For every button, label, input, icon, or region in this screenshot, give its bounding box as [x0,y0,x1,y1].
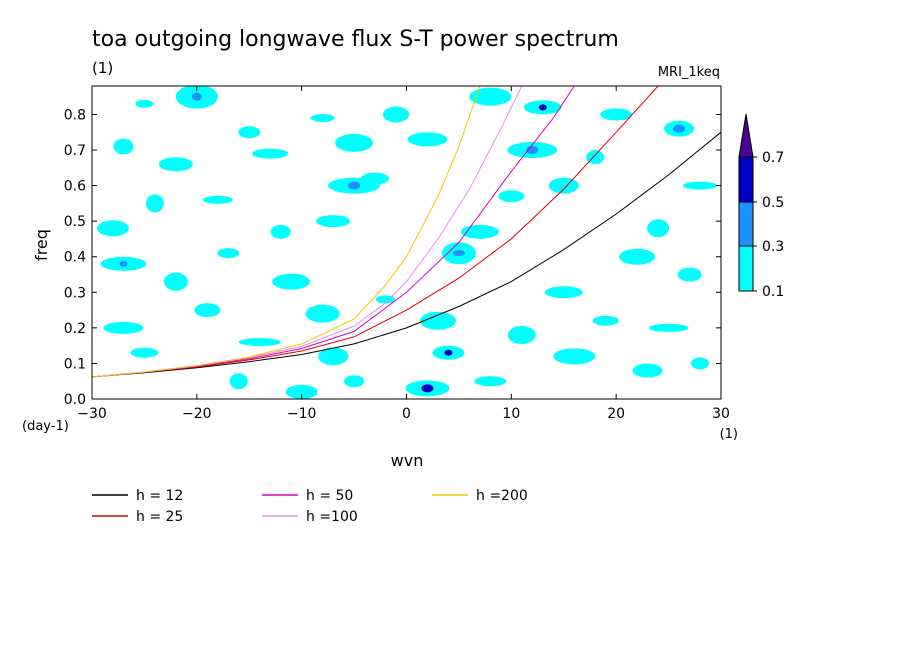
contour-blob-level-0.1 [548,177,579,194]
contour-blob-level-0.3 [452,250,465,257]
contour-blob-level-0.1 [217,248,240,259]
contour-blob-level-0.1 [553,348,596,365]
contour-blob-level-0.1 [691,357,710,370]
chart-subtitle: (1) [92,59,113,77]
colorbar-label: 0.5 [762,195,784,211]
contour-blob-level-0.1 [158,157,193,172]
curve-h25 [92,86,659,378]
y-axis-label: freq [32,229,51,261]
contour-blob-level-0.1 [305,304,340,323]
x-tick-label: 10 [502,406,520,422]
contour-blob-level-0.1 [145,194,164,213]
contour-blob-level-0.1 [310,114,335,123]
colorbar-segment [738,201,754,247]
contour-shading [96,86,718,399]
legend-label: h =200 [476,488,528,504]
y-unit-label: (day-1) [22,419,69,434]
colorbar: 0.1 0.3 0.5 0.7 [738,113,784,300]
legend: h = 12 h = 25 h = 50 h =100 h =200 [92,488,528,525]
contour-blob-level-0.1 [285,384,318,399]
contour-blob-level-0.3 [191,92,202,101]
x-unit-label: (1) [720,427,738,442]
dispersion-curves [92,86,721,378]
plot-area [92,86,721,399]
contour-blob-level-0.1 [407,132,448,147]
axis-ticks: −30 −20 −10 0 10 20 30 0.0 0.1 0.2 0.3 0.4 0.5 0.6 0.7… [64,86,730,422]
model-label: MRI_1keq [658,65,720,80]
contour-blob-level-0.3 [119,260,128,267]
contour-blob-level-0.1 [344,375,365,388]
contour-blob-level-0.1 [619,248,656,265]
colorbar-label: 0.1 [762,284,784,300]
chart-title: toa outgoing longwave flux S-T power spe… [92,27,619,52]
contour-blob-level-0.1 [252,148,289,159]
colorbar-label: 0.3 [762,239,784,255]
contour-blob-level-0.1 [163,272,188,291]
x-tick-label: −30 [77,406,107,422]
contour-blob-level-0.1 [683,181,718,190]
contour-blob-level-0.1 [507,325,536,344]
curve-h200 [92,86,481,378]
contour-blob-level-0.1 [318,347,349,366]
colorbar-arrow [738,113,754,158]
contour-blob-level-0.1 [586,150,605,165]
contour-blob-level-0.1 [648,323,689,332]
colorbar-label: 0.7 [762,150,784,166]
contour-blob-level-0.1 [460,224,499,239]
x-tick-label: 20 [607,406,625,422]
y-tick-label: 0.5 [64,214,86,230]
contour-blob-level-0.1 [130,347,159,358]
contour-blob-level-0.1 [600,108,633,121]
contour-blob-level-0.1 [135,99,154,108]
contour-blob-level-0.1 [194,303,221,318]
x-tick-label: −10 [287,406,317,422]
contour-blob-level-0.1 [316,215,351,228]
x-axis-label: wvn [391,451,424,470]
contour-blob-level-0.1 [272,273,311,290]
x-tick-label: 30 [712,406,730,422]
contour-blob-level-0.1 [113,138,134,155]
x-tick-label: −20 [182,406,212,422]
y-tick-label: 0.1 [64,356,86,372]
contour-blob-level-0.1 [632,363,663,378]
legend-label: h = 12 [136,488,183,504]
contour-blob-level-0.5 [538,104,547,111]
contour-blob-level-0.3 [673,124,686,133]
contour-blob-level-0.1 [270,224,291,239]
contour-blob-level-0.1 [498,190,525,203]
contour-blob-level-0.1 [202,195,233,204]
x-tick-label: 0 [402,406,411,422]
contour-blob-level-0.1 [383,106,410,123]
contour-blob-level-0.1 [103,321,144,334]
curve-h12 [92,131,721,378]
contour-blob-level-0.5 [444,349,453,356]
contour-blob-level-0.1 [474,376,507,387]
y-tick-label: 0.6 [64,179,86,195]
contour-blob-level-0.1 [238,126,261,139]
contour-blob-level-0.1 [335,133,374,152]
contour-blob-level-0.1 [238,338,281,347]
contour-blob-level-0.1 [419,311,456,330]
legend-label: h = 25 [136,509,183,525]
y-tick-label: 0.4 [64,250,86,266]
legend-label: h = 50 [306,488,353,504]
y-tick-label: 0.8 [64,107,86,123]
contour-blob-level-0.1 [677,267,702,282]
legend-label: h =100 [306,509,358,525]
contour-blob-level-0.1 [544,286,583,299]
contour-blob-level-0.1 [229,373,248,390]
contour-blob-level-0.1 [469,87,512,106]
y-tick-label: 0.3 [64,285,86,301]
colorbar-segment [738,245,754,292]
contour-blob-level-0.5 [421,384,434,393]
y-tick-label: 0.0 [64,392,86,408]
contour-blob-level-0.1 [96,220,129,237]
contour-blob-level-0.3 [348,181,361,190]
contour-blob-level-0.1 [647,219,670,238]
colorbar-segment [738,156,754,203]
contour-blob-level-0.1 [592,315,619,326]
y-tick-label: 0.2 [64,321,86,337]
y-tick-label: 0.7 [64,143,86,159]
